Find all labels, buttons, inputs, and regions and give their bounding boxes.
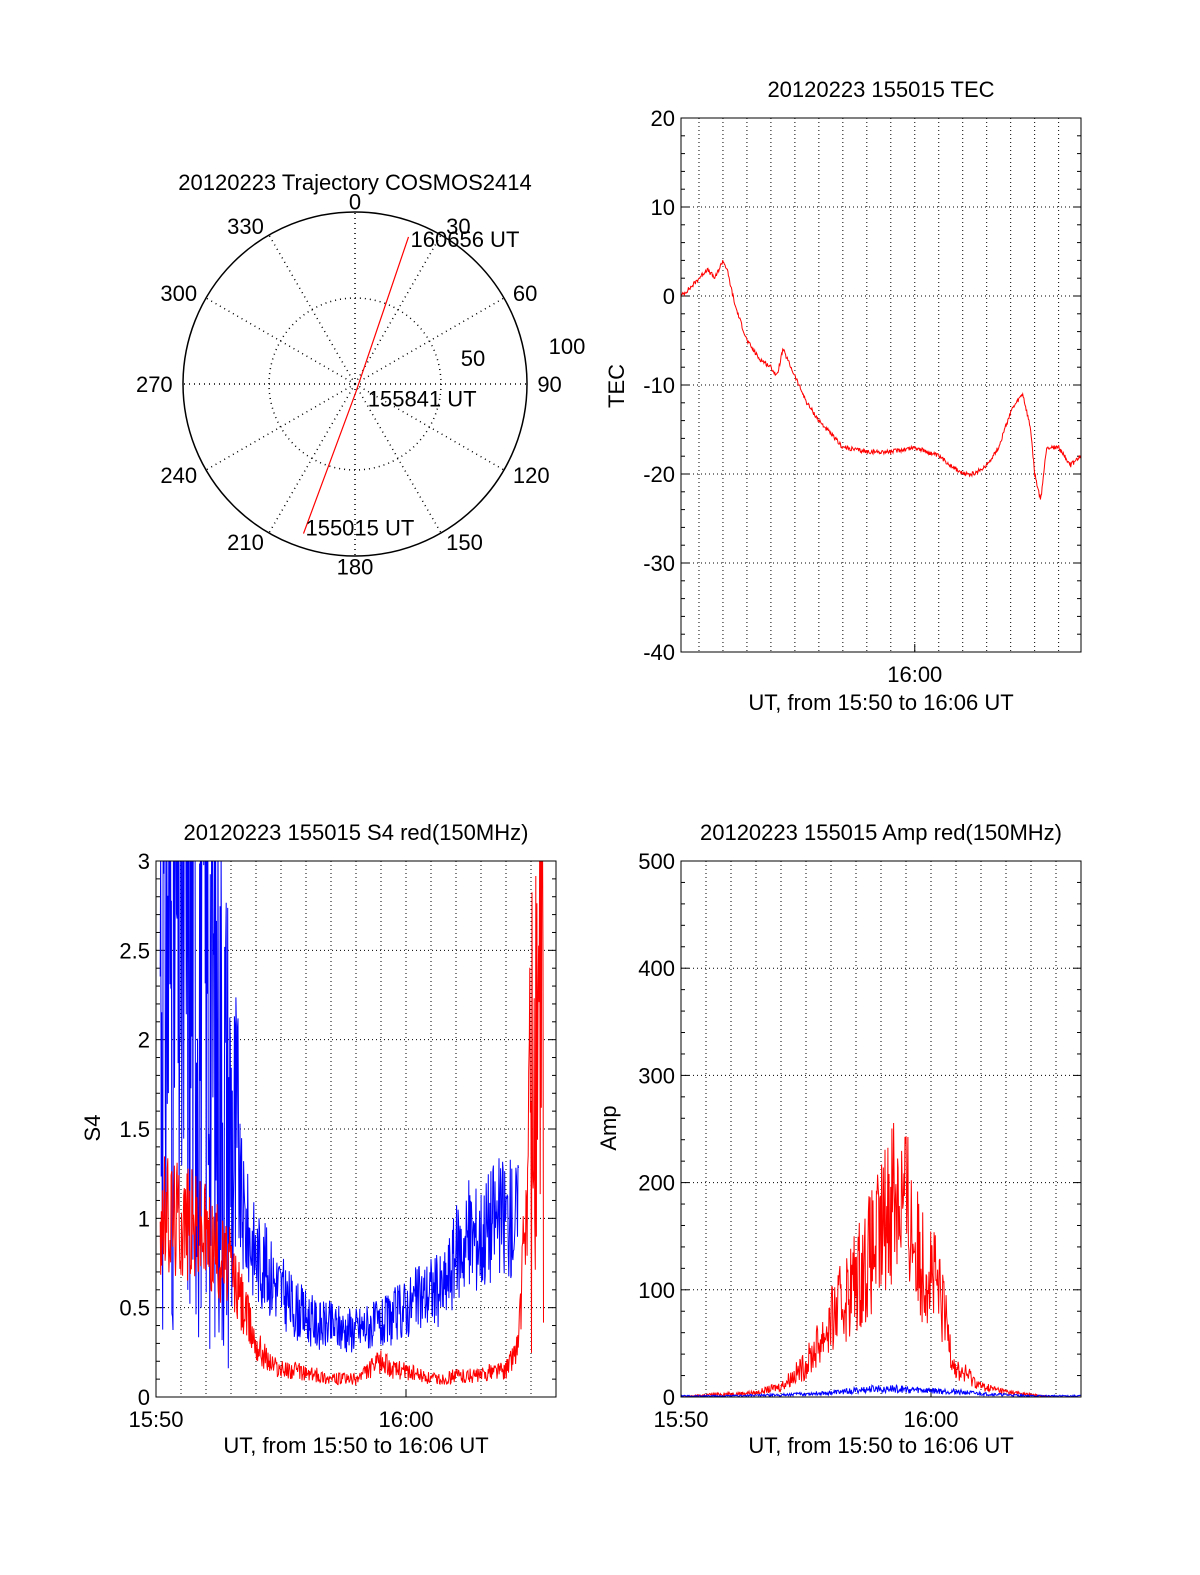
x-tick-label: 15:50 — [128, 1407, 183, 1432]
y-tick-label: 3 — [138, 849, 150, 874]
radial-line — [354, 297, 505, 385]
mid-time-annotation: 155841 UT — [368, 387, 477, 412]
start-time-annotation: 155015 UT — [305, 516, 414, 541]
radial-line — [268, 234, 356, 385]
x-tick-label: 16:00 — [887, 662, 942, 687]
angle-label: 210 — [227, 530, 264, 555]
y-axis-label: S4 — [80, 1115, 105, 1142]
y-tick-label: 10 — [651, 195, 675, 220]
y-tick-label: 2.5 — [119, 938, 150, 963]
y-tick-label: 400 — [638, 956, 675, 981]
x-tick-label: 15:50 — [653, 1407, 708, 1432]
plot-frame — [680, 117, 1082, 653]
y-tick-label: 100 — [638, 1278, 675, 1303]
angle-label: 30 — [446, 214, 470, 239]
plot-frame — [155, 860, 557, 1398]
y-tick-label: 0 — [138, 1385, 150, 1410]
angle-label: 240 — [160, 463, 197, 488]
red-series-line — [681, 1122, 1081, 1397]
x-axis-label: UT, from 15:50 to 16:06 UT — [223, 1433, 488, 1458]
red-series-line — [681, 260, 1081, 500]
y-tick-label: -10 — [643, 373, 675, 398]
chart-title: 20120223 155015 S4 red(150MHz) — [184, 820, 529, 845]
y-axis-label: TEC — [604, 364, 629, 408]
y-axis-label: Amp — [596, 1105, 621, 1150]
angle-label: 0 — [349, 190, 361, 215]
end-time-annotation: 160656 UT — [411, 227, 520, 252]
x-axis-label: UT, from 15:50 to 16:06 UT — [748, 1433, 1013, 1458]
y-tick-label: 0.5 — [119, 1296, 150, 1321]
y-tick-label: 2 — [138, 1028, 150, 1053]
plot-frame — [680, 860, 1082, 1398]
y-tick-label: -20 — [643, 462, 675, 487]
y-tick-label: 20 — [651, 106, 675, 131]
trajectory-polar-plot: 20120223 Trajectory COSMOS2414 0 30 60 90 12… — [136, 170, 585, 579]
radial-line — [354, 383, 442, 534]
radial-line — [354, 383, 505, 471]
x-axis-label: UT, from 15:50 to 16:06 UT — [748, 690, 1013, 715]
blue-series-line — [159, 861, 519, 1369]
tec-chart: 20120223 155015 TEC UT, from 15:50 to 16… — [604, 77, 1082, 715]
red-series-line — [159, 861, 544, 1386]
chart-title: 20120223 155015 Amp red(150MHz) — [700, 820, 1062, 845]
angle-label: 150 — [446, 530, 483, 555]
angle-label: 60 — [513, 281, 537, 306]
angle-label: 270 — [136, 372, 173, 397]
radial-label: 50 — [461, 346, 485, 371]
radial-line — [205, 297, 356, 385]
angle-label: 330 — [227, 214, 264, 239]
y-tick-label: 0 — [663, 284, 675, 309]
y-tick-label: -40 — [643, 640, 675, 665]
y-tick-label: 200 — [638, 1171, 675, 1196]
outer-ring — [182, 211, 528, 557]
y-tick-label: 500 — [638, 849, 675, 874]
radial-line — [268, 383, 356, 534]
y-tick-label: 300 — [638, 1063, 675, 1088]
chart-title: 20120223 Trajectory COSMOS2414 — [178, 170, 531, 195]
y-tick-label: 1 — [138, 1206, 150, 1231]
angle-label: 300 — [160, 281, 197, 306]
chart-title: 20120223 155015 TEC — [767, 77, 994, 102]
blue-series-line — [681, 1384, 1081, 1397]
radial-line — [354, 234, 442, 385]
amp-chart: 20120223 155015 Amp red(150MHz) UT, from… — [596, 820, 1082, 1458]
s4-chart: 20120223 155015 S4 red(150MHz) UT, from … — [80, 820, 557, 1458]
angle-label: 120 — [513, 463, 550, 488]
radial-line — [205, 383, 356, 471]
x-tick-label: 16:00 — [903, 1407, 958, 1432]
angle-label: 90 — [537, 372, 561, 397]
angle-label: 180 — [337, 554, 374, 579]
radial-label: 100 — [549, 334, 586, 359]
y-tick-label: -30 — [643, 551, 675, 576]
y-tick-label: 0 — [663, 1385, 675, 1410]
trajectory-line — [302, 236, 410, 534]
x-tick-label: 16:00 — [378, 1407, 433, 1432]
y-tick-label: 1.5 — [119, 1117, 150, 1142]
